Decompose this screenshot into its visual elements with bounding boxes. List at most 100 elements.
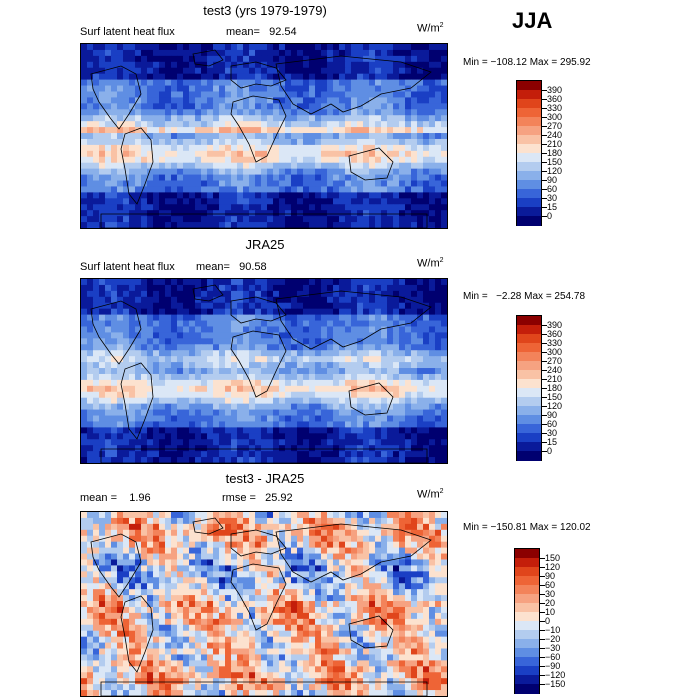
map-cell [231,192,238,199]
map-cell [423,308,430,316]
map-cell [339,44,346,51]
map-cell [297,308,304,316]
map-cell [357,79,364,86]
map-cell [333,127,340,134]
map-cell [255,326,262,333]
map-cell [141,138,148,146]
map-cell [171,302,178,310]
map-cell [327,553,334,560]
map-cell [285,67,292,75]
map-cell [369,338,376,345]
map-cell [213,415,220,422]
map-cell [387,308,394,316]
map-cell [309,512,316,519]
map-cell [111,565,118,572]
map-cell [285,415,292,422]
map-cell [177,296,184,304]
map-cell [171,222,178,228]
map-cell [345,606,352,614]
map-cell [435,373,442,381]
map-cell [129,512,136,519]
map-cell [129,565,136,572]
map-cell [297,385,304,393]
map-cell [357,439,364,446]
map-cell [327,403,334,410]
map-cell [267,595,274,602]
map-cell [411,541,418,549]
map-cell [369,421,376,428]
map-cell [327,204,334,211]
colorbar-label: 15 [547,437,558,447]
map-cell [429,127,436,134]
map-cell [375,439,382,446]
map-cell [387,409,394,416]
map-cell [225,91,232,98]
map-cell [207,144,214,152]
map-cell [399,127,406,134]
map-cell [429,97,436,104]
map-cell [441,397,447,405]
map-cell [201,79,208,86]
map-cell [267,302,274,310]
map-cell [243,356,250,363]
map-cell [297,433,304,440]
map-cell [441,409,447,416]
map-cell [87,427,94,434]
map-cell [177,421,184,428]
map-cell [195,606,202,614]
map-cell [363,150,370,158]
map-cell [219,517,226,525]
map-cell [315,415,322,422]
map-cell [231,97,238,104]
map-cell [105,133,112,140]
map-cell [363,73,370,81]
map-cell [273,577,280,584]
map-cell [303,409,310,416]
map-cell [429,61,436,69]
map-cell [177,379,184,387]
map-cell [183,344,190,351]
map-cell [339,144,346,152]
colorbar-label: 240 [547,365,563,375]
map-cell [87,512,94,519]
map-cell [357,109,364,116]
map-cell [237,606,244,614]
map-cell [135,379,142,387]
map-cell [339,356,346,363]
map-cell [429,150,436,158]
map-cell [111,529,118,537]
map-cell [177,356,184,363]
map-cell [327,344,334,351]
map-cell [273,314,280,321]
map-cell [321,517,328,525]
map-cell [417,222,424,228]
map-cell [87,127,94,134]
map-cell [441,517,447,525]
map-cell [243,73,250,81]
map-cell [129,385,136,393]
map-cell [417,85,424,92]
map-cell [381,296,388,304]
map-cell [267,121,274,128]
map-cell [213,55,220,63]
map-cell [243,559,250,566]
map-cell [441,344,447,351]
map-cell [423,174,430,181]
map-cell [153,385,160,393]
map-cell [129,553,136,560]
map-cell [297,138,304,146]
colorbar-swatch [517,153,541,163]
map-cell [363,296,370,304]
map-cell [399,583,406,590]
map-cell [231,338,238,345]
map-cell [243,344,250,351]
map-cell [231,433,238,440]
map-cell [321,439,328,446]
map-cell [375,433,382,440]
map-cell [261,415,268,422]
map-cell [285,571,292,578]
map-cell [171,320,178,327]
panel-title: JRA25 [245,237,285,252]
map-cell [207,308,214,316]
map-cell [111,192,118,199]
